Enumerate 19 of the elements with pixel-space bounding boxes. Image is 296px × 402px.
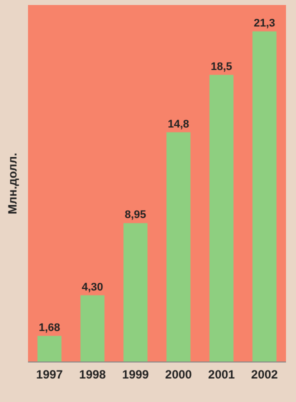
data-label: 18,5 xyxy=(210,60,232,73)
bar xyxy=(80,295,104,362)
x-tick-label: 2001 xyxy=(208,368,236,382)
data-label: 8,95 xyxy=(124,209,146,222)
x-tick-label: 2000 xyxy=(165,368,192,382)
y-axis-title: Млн.долл. xyxy=(5,152,20,214)
data-label: 14,8 xyxy=(168,118,190,130)
bar xyxy=(37,336,62,362)
bar xyxy=(252,31,276,362)
bar xyxy=(209,74,234,362)
x-tick-label: 1999 xyxy=(122,368,150,382)
bar xyxy=(123,223,148,362)
x-tick-label: 1998 xyxy=(79,368,106,382)
x-tick-label: 1997 xyxy=(36,368,64,382)
data-label: 4,30 xyxy=(82,281,104,294)
bar xyxy=(166,132,190,362)
data-label: 1,68 xyxy=(38,322,60,334)
data-label: 21,3 xyxy=(254,17,276,30)
x-tick-label: 2002 xyxy=(251,368,278,382)
